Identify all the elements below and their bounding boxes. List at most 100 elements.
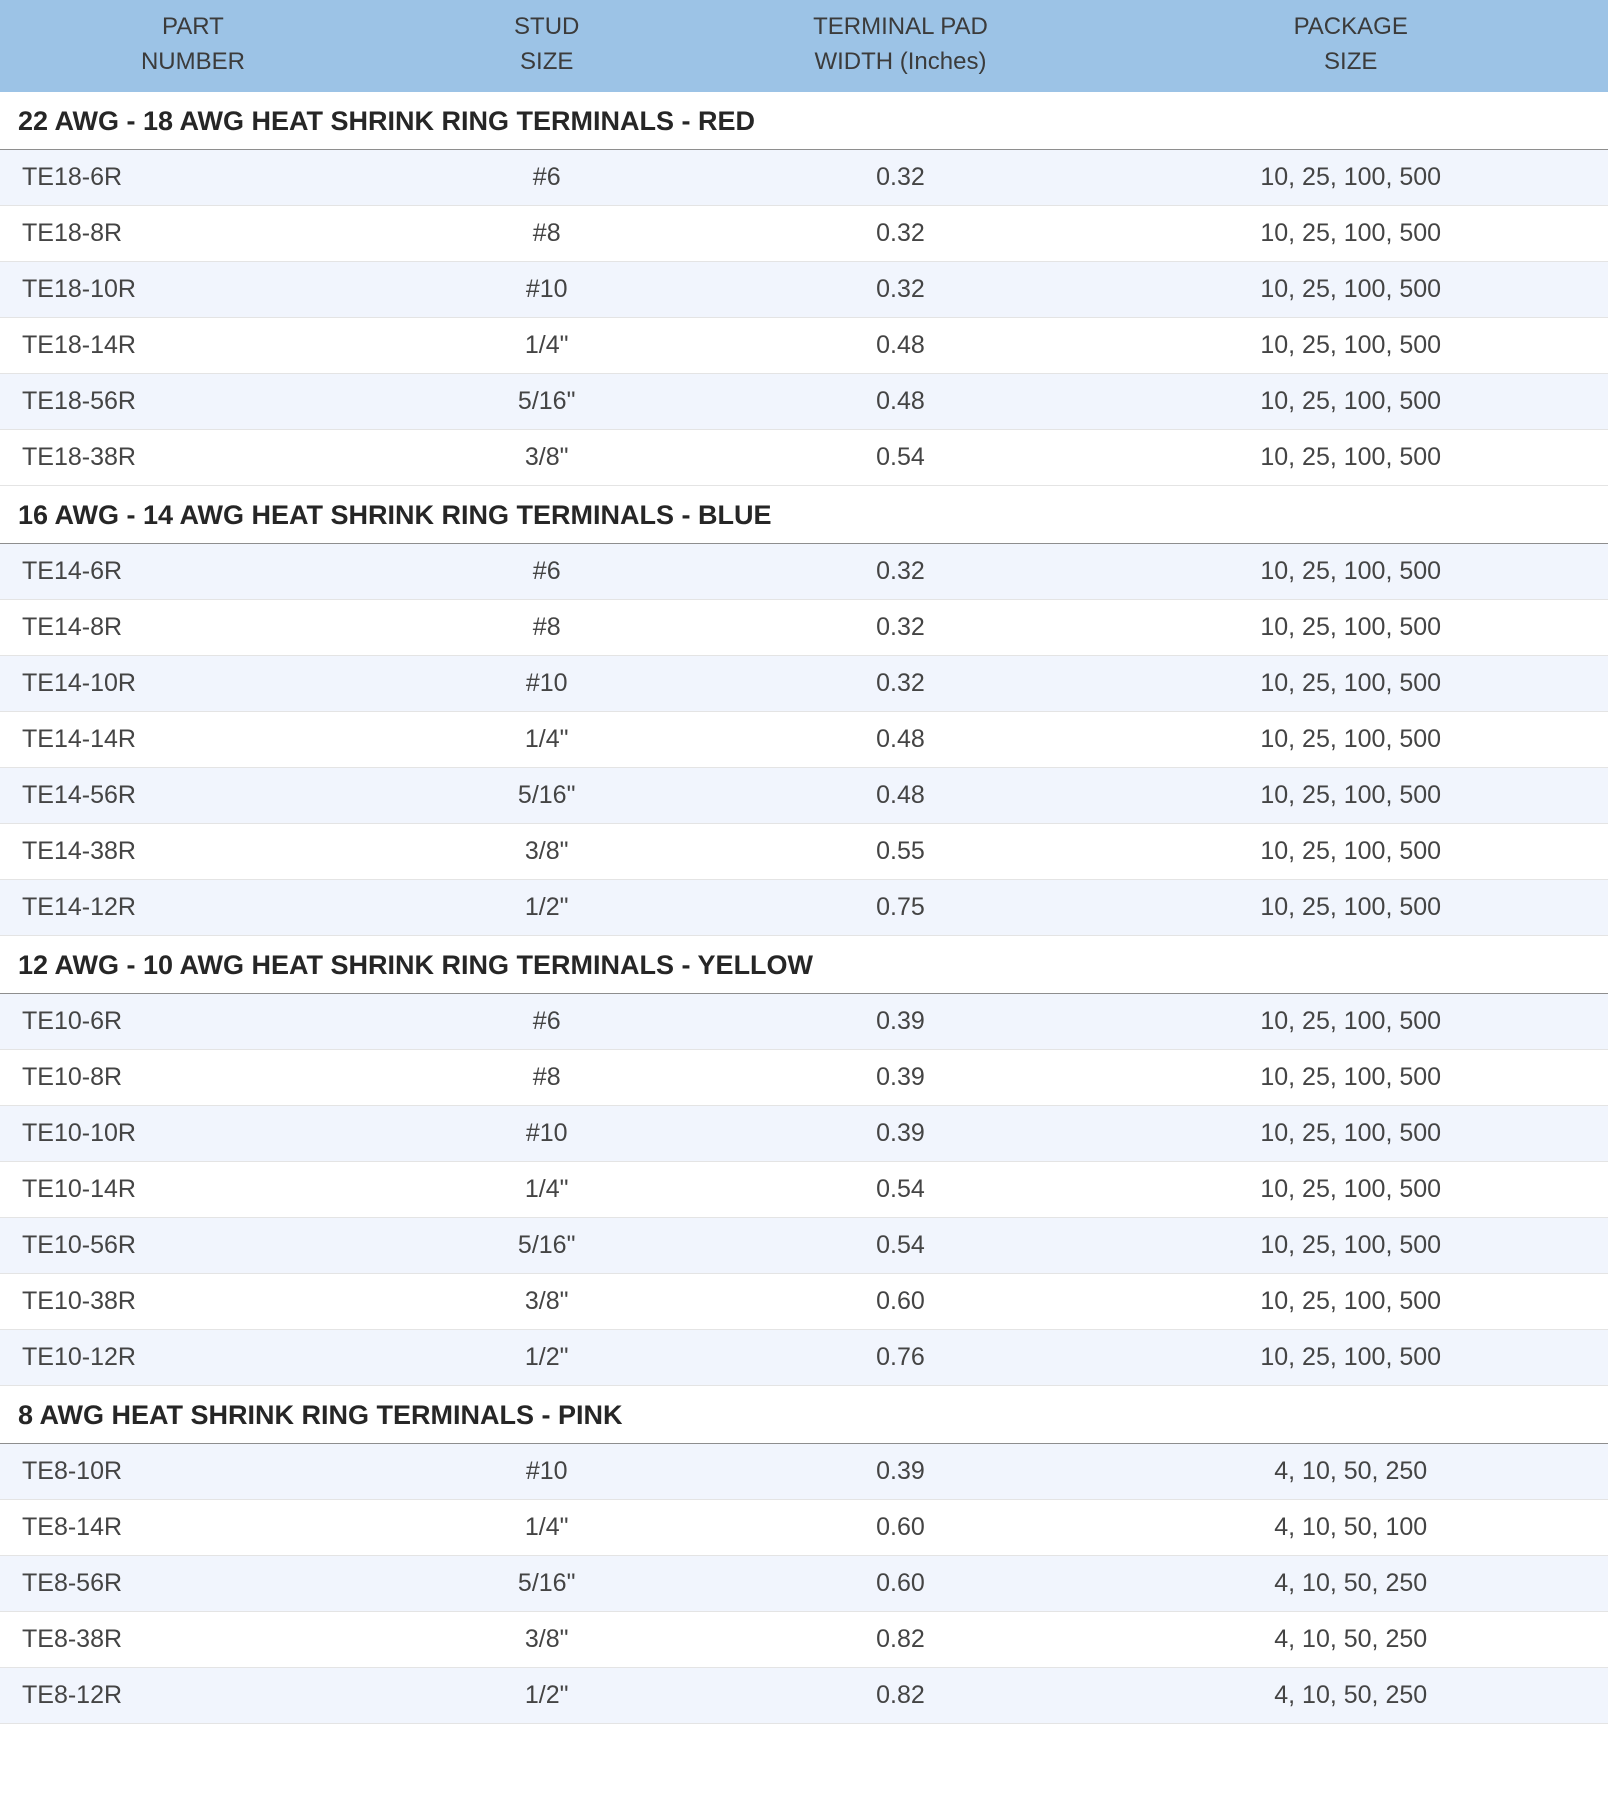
cell-part-number: TE18-56R [0,373,386,429]
cell-stud-size: #10 [386,655,708,711]
cell-part-number: TE18-38R [0,429,386,485]
table-row: TE18-10R#100.3210, 25, 100, 500 [0,261,1608,317]
cell-package-size: 10, 25, 100, 500 [1093,879,1608,935]
cell-package-size: 10, 25, 100, 500 [1093,205,1608,261]
cell-part-number: TE8-38R [0,1611,386,1667]
cell-stud-size: #10 [386,1443,708,1499]
cell-part-number: TE10-12R [0,1329,386,1385]
cell-part-number: TE14-56R [0,767,386,823]
cell-package-size: 10, 25, 100, 500 [1093,993,1608,1049]
cell-part-number: TE8-12R [0,1667,386,1723]
cell-stud-size: 3/8" [386,429,708,485]
cell-terminal-pad-width: 0.39 [708,1105,1094,1161]
cell-part-number: TE14-14R [0,711,386,767]
table-row: TE10-8R#80.3910, 25, 100, 500 [0,1049,1608,1105]
cell-terminal-pad-width: 0.39 [708,1443,1094,1499]
table-row: TE14-8R#80.3210, 25, 100, 500 [0,599,1608,655]
cell-part-number: TE14-8R [0,599,386,655]
table-row: TE10-6R#60.3910, 25, 100, 500 [0,993,1608,1049]
section-title: 22 AWG - 18 AWG HEAT SHRINK RING TERMINA… [0,92,1608,150]
cell-terminal-pad-width: 0.32 [708,149,1094,205]
cell-package-size: 10, 25, 100, 500 [1093,149,1608,205]
table-row: TE14-10R#100.3210, 25, 100, 500 [0,655,1608,711]
cell-terminal-pad-width: 0.60 [708,1499,1094,1555]
cell-part-number: TE14-6R [0,543,386,599]
header-part-number: PART NUMBER [0,0,386,92]
cell-terminal-pad-width: 0.55 [708,823,1094,879]
table-row: TE14-38R3/8"0.5510, 25, 100, 500 [0,823,1608,879]
header-label: PART [162,13,224,40]
cell-package-size: 10, 25, 100, 500 [1093,1273,1608,1329]
section-title: 8 AWG HEAT SHRINK RING TERMINALS - PINK [0,1385,1608,1443]
cell-stud-size: 1/2" [386,879,708,935]
table-row: TE8-12R1/2"0.824, 10, 50, 250 [0,1667,1608,1723]
cell-terminal-pad-width: 0.39 [708,1049,1094,1105]
cell-part-number: TE18-8R [0,205,386,261]
cell-package-size: 10, 25, 100, 500 [1093,261,1608,317]
table-row: TE10-38R3/8"0.6010, 25, 100, 500 [0,1273,1608,1329]
cell-package-size: 10, 25, 100, 500 [1093,655,1608,711]
cell-terminal-pad-width: 0.48 [708,373,1094,429]
cell-package-size: 10, 25, 100, 500 [1093,373,1608,429]
header-label: WIDTH (Inches) [814,48,986,75]
table-header-row: PART NUMBER STUD SIZE TERMINAL PAD WIDTH… [0,0,1608,92]
cell-package-size: 10, 25, 100, 500 [1093,1329,1608,1385]
table-row: TE10-10R#100.3910, 25, 100, 500 [0,1105,1608,1161]
cell-terminal-pad-width: 0.48 [708,767,1094,823]
table-row: TE8-10R#100.394, 10, 50, 250 [0,1443,1608,1499]
section-header-row: 22 AWG - 18 AWG HEAT SHRINK RING TERMINA… [0,92,1608,150]
cell-terminal-pad-width: 0.82 [708,1667,1094,1723]
cell-stud-size: #10 [386,261,708,317]
cell-package-size: 10, 25, 100, 500 [1093,1161,1608,1217]
cell-part-number: TE18-14R [0,317,386,373]
cell-terminal-pad-width: 0.76 [708,1329,1094,1385]
cell-stud-size: 1/4" [386,317,708,373]
cell-stud-size: #6 [386,543,708,599]
cell-part-number: TE8-14R [0,1499,386,1555]
cell-stud-size: 1/4" [386,711,708,767]
cell-stud-size: 5/16" [386,1217,708,1273]
section-title: 16 AWG - 14 AWG HEAT SHRINK RING TERMINA… [0,485,1608,543]
cell-package-size: 10, 25, 100, 500 [1093,1217,1608,1273]
cell-package-size: 4, 10, 50, 250 [1093,1443,1608,1499]
cell-package-size: 10, 25, 100, 500 [1093,543,1608,599]
cell-package-size: 10, 25, 100, 500 [1093,711,1608,767]
section-header-row: 16 AWG - 14 AWG HEAT SHRINK RING TERMINA… [0,485,1608,543]
table-row: TE18-56R5/16"0.4810, 25, 100, 500 [0,373,1608,429]
parts-table: PART NUMBER STUD SIZE TERMINAL PAD WIDTH… [0,0,1608,1724]
cell-package-size: 10, 25, 100, 500 [1093,599,1608,655]
table-row: TE14-12R1/2"0.7510, 25, 100, 500 [0,879,1608,935]
cell-part-number: TE18-10R [0,261,386,317]
cell-stud-size: 1/4" [386,1161,708,1217]
header-label: TERMINAL PAD [813,13,988,40]
cell-part-number: TE14-10R [0,655,386,711]
header-label: NUMBER [141,48,245,75]
cell-part-number: TE18-6R [0,149,386,205]
cell-stud-size: 3/8" [386,823,708,879]
cell-stud-size: 1/2" [386,1329,708,1385]
cell-stud-size: 1/2" [386,1667,708,1723]
cell-package-size: 4, 10, 50, 250 [1093,1667,1608,1723]
section-title: 12 AWG - 10 AWG HEAT SHRINK RING TERMINA… [0,935,1608,993]
cell-part-number: TE10-38R [0,1273,386,1329]
cell-terminal-pad-width: 0.32 [708,261,1094,317]
cell-part-number: TE10-56R [0,1217,386,1273]
cell-stud-size: #6 [386,149,708,205]
cell-terminal-pad-width: 0.32 [708,655,1094,711]
cell-terminal-pad-width: 0.75 [708,879,1094,935]
cell-package-size: 10, 25, 100, 500 [1093,823,1608,879]
cell-terminal-pad-width: 0.48 [708,317,1094,373]
table-row: TE14-14R1/4"0.4810, 25, 100, 500 [0,711,1608,767]
cell-terminal-pad-width: 0.54 [708,1161,1094,1217]
table-row: TE8-14R1/4"0.604, 10, 50, 100 [0,1499,1608,1555]
cell-package-size: 10, 25, 100, 500 [1093,317,1608,373]
table-row: TE18-6R#60.3210, 25, 100, 500 [0,149,1608,205]
cell-terminal-pad-width: 0.32 [708,205,1094,261]
section-header-row: 8 AWG HEAT SHRINK RING TERMINALS - PINK [0,1385,1608,1443]
table-row: TE10-14R1/4"0.5410, 25, 100, 500 [0,1161,1608,1217]
cell-stud-size: #10 [386,1105,708,1161]
cell-stud-size: 3/8" [386,1611,708,1667]
table-row: TE10-12R1/2"0.7610, 25, 100, 500 [0,1329,1608,1385]
cell-package-size: 10, 25, 100, 500 [1093,429,1608,485]
cell-terminal-pad-width: 0.82 [708,1611,1094,1667]
